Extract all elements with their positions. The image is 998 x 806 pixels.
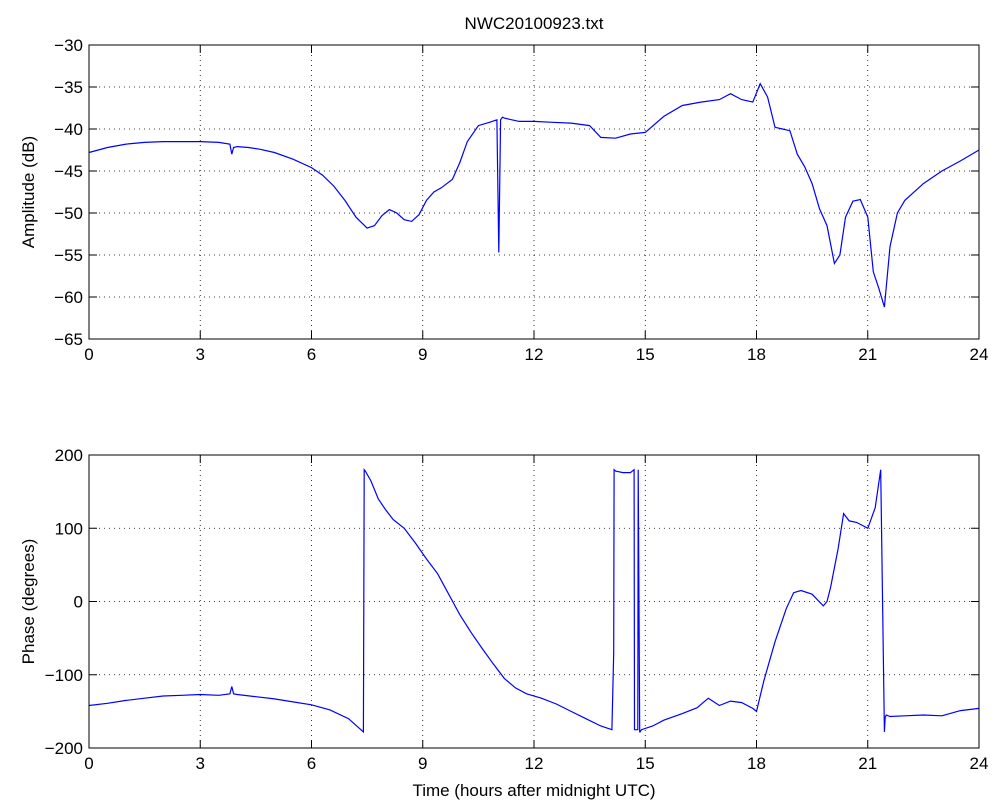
amplitude-y-ticks: −65 −60 −55 −50 −45 −40 −35 −30 — [54, 36, 979, 349]
amplitude-grid — [89, 45, 979, 339]
phase-y-tick-label: −200 — [45, 739, 83, 758]
amplitude-x-tick-label: 21 — [858, 345, 877, 364]
phase-y-tick-label: −100 — [45, 666, 83, 685]
amplitude-x-tick-label: 9 — [418, 345, 427, 364]
phase-x-ticks: 0 3 6 9 12 15 18 21 24 — [84, 455, 988, 773]
amplitude-y-tick-label: −45 — [54, 162, 83, 181]
phase-x-tick-label: 9 — [418, 754, 427, 773]
amplitude-y-tick-label: −55 — [54, 246, 83, 265]
amplitude-y-tick-label: −65 — [54, 330, 83, 349]
amplitude-y-tick-label: −40 — [54, 120, 83, 139]
phase-y-tick-label: 200 — [55, 446, 83, 465]
amplitude-y-tick-label: −35 — [54, 78, 83, 97]
amplitude-axes-box — [88, 44, 980, 340]
amplitude-x-tick-label: 15 — [636, 345, 655, 364]
phase-x-tick-label: 24 — [970, 754, 989, 773]
amplitude-x-tick-label: 18 — [747, 345, 766, 364]
amplitude-x-ticks: 0 3 6 9 12 15 18 21 24 — [84, 45, 988, 364]
amplitude-y-tick-label: −50 — [54, 204, 83, 223]
phase-grid — [89, 455, 979, 748]
amplitude-y-tick-label: −30 — [54, 36, 83, 55]
amplitude-x-tick-label: 6 — [307, 345, 316, 364]
amplitude-panel: 0 3 6 9 12 15 18 21 24 −65−60−55−50−45−40−35−30 … — [19, 36, 988, 364]
phase-x-axis-label: Time (hours after midnight UTC) — [412, 781, 655, 800]
phase-y-axis-label: Phase (degrees) — [19, 539, 38, 665]
phase-x-tick-label: 21 — [858, 754, 877, 773]
phase-x-tick-label: 6 — [307, 754, 316, 773]
amplitude-x-tick-label: 0 — [84, 345, 93, 364]
phase-y-ticks: −200 −100 0 100 200 — [45, 446, 979, 758]
phase-y-tick-label: 100 — [55, 519, 83, 538]
phase-panel: 0 3 6 9 12 15 18 21 24 −200 −100 0 100 200 Phase (de… — [19, 446, 988, 800]
phase-axes-box — [88, 454, 980, 749]
amplitude-x-tick-label: 3 — [196, 345, 205, 364]
figure-title: NWC20100923.txt — [465, 14, 604, 33]
amplitude-y-tick-label: −60 — [54, 288, 83, 307]
phase-x-tick-label: 18 — [747, 754, 766, 773]
amplitude-series-line — [88, 82, 980, 308]
amplitude-x-tick-label: 12 — [525, 345, 544, 364]
amplitude-y-axis-label: Amplitude (dB) — [19, 136, 38, 248]
phase-x-tick-label: 3 — [196, 754, 205, 773]
phase-x-tick-label: 15 — [636, 754, 655, 773]
amplitude-x-tick-label: 24 — [970, 345, 989, 364]
phase-x-tick-label: 12 — [525, 754, 544, 773]
phase-y-tick-label: 0 — [74, 593, 83, 612]
phase-x-tick-label: 0 — [84, 754, 93, 773]
phase-series-line — [88, 467, 980, 734]
